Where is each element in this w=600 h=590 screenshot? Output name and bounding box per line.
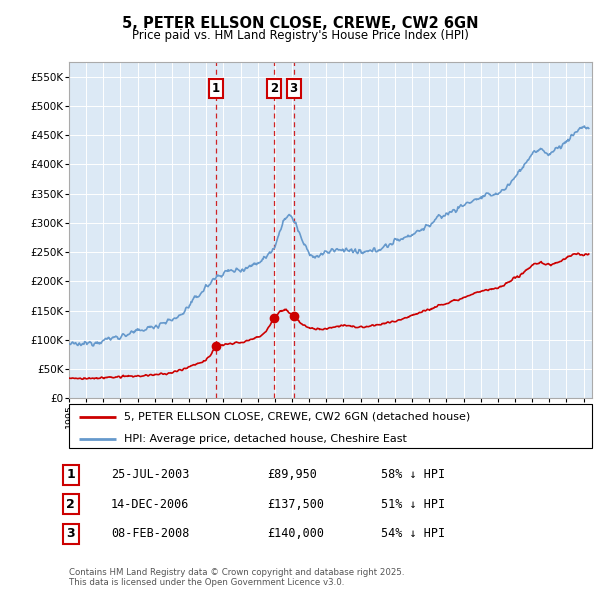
- Text: 3: 3: [290, 82, 298, 95]
- Text: 5, PETER ELLSON CLOSE, CREWE, CW2 6GN: 5, PETER ELLSON CLOSE, CREWE, CW2 6GN: [122, 16, 478, 31]
- Text: 54% ↓ HPI: 54% ↓ HPI: [381, 527, 445, 540]
- Text: 08-FEB-2008: 08-FEB-2008: [111, 527, 190, 540]
- Text: 51% ↓ HPI: 51% ↓ HPI: [381, 498, 445, 511]
- Text: 58% ↓ HPI: 58% ↓ HPI: [381, 468, 445, 481]
- Text: 5, PETER ELLSON CLOSE, CREWE, CW2 6GN (detached house): 5, PETER ELLSON CLOSE, CREWE, CW2 6GN (d…: [124, 412, 470, 421]
- Text: Price paid vs. HM Land Registry's House Price Index (HPI): Price paid vs. HM Land Registry's House …: [131, 29, 469, 42]
- Text: 2: 2: [67, 498, 75, 511]
- Text: Contains HM Land Registry data © Crown copyright and database right 2025.
This d: Contains HM Land Registry data © Crown c…: [69, 568, 404, 587]
- Text: 25-JUL-2003: 25-JUL-2003: [111, 468, 190, 481]
- Text: 3: 3: [67, 527, 75, 540]
- Text: £137,500: £137,500: [267, 498, 324, 511]
- Text: 1: 1: [212, 82, 220, 95]
- Text: HPI: Average price, detached house, Cheshire East: HPI: Average price, detached house, Ches…: [124, 434, 407, 444]
- Text: £140,000: £140,000: [267, 527, 324, 540]
- Text: 1: 1: [67, 468, 75, 481]
- Text: £89,950: £89,950: [267, 468, 317, 481]
- Text: 14-DEC-2006: 14-DEC-2006: [111, 498, 190, 511]
- Text: 2: 2: [270, 82, 278, 95]
- FancyBboxPatch shape: [69, 404, 592, 448]
